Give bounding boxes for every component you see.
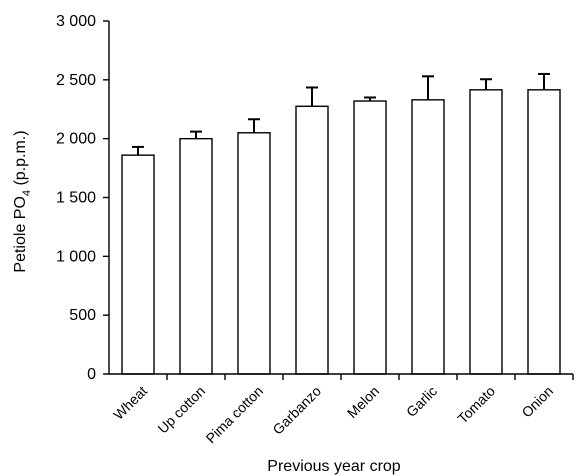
bar <box>179 137 213 375</box>
y-tick-label: 1 500 <box>56 190 96 207</box>
bar <box>295 105 329 375</box>
y-tick-label: 2 500 <box>56 72 96 89</box>
y-tick-label: 0 <box>87 366 96 383</box>
bars-layer <box>121 89 561 375</box>
bar <box>411 99 445 375</box>
y-axis-title-subscript: 4 <box>21 190 33 196</box>
bar <box>353 100 387 375</box>
y-tick-label: 3 000 <box>56 13 96 30</box>
error-bars-layer <box>132 72 550 156</box>
y-ticks-layer: 0 500 1 000 1 500 2 000 2 500 3 000 <box>56 13 109 383</box>
bar <box>237 132 271 375</box>
x-tick-label: Up cotton <box>154 383 208 437</box>
y-tick-label: 500 <box>69 307 96 324</box>
x-tick-label: Onion <box>518 383 556 421</box>
y-axis-title: Petiole PO4 (p.p.m.) <box>12 130 33 272</box>
x-tick-label: Garlic <box>403 383 440 420</box>
x-tick-label: Tomato <box>454 383 498 427</box>
x-tick-label: Garbanzo <box>269 383 324 438</box>
bar <box>121 154 155 375</box>
bar <box>527 89 561 375</box>
y-axis-title-unit: (p.p.m.) <box>12 130 29 190</box>
y-tick-label: 1 000 <box>56 248 96 265</box>
bar <box>469 89 503 375</box>
x-tick-label: Pima cotton <box>203 383 267 447</box>
y-tick-label: 2 000 <box>56 131 96 148</box>
x-axis-title: Previous year crop <box>267 458 400 475</box>
x-tick-label: Wheat <box>110 383 150 423</box>
x-tick-label: Melon <box>344 383 382 421</box>
y-axis-title-main: Petiole PO <box>12 196 29 272</box>
